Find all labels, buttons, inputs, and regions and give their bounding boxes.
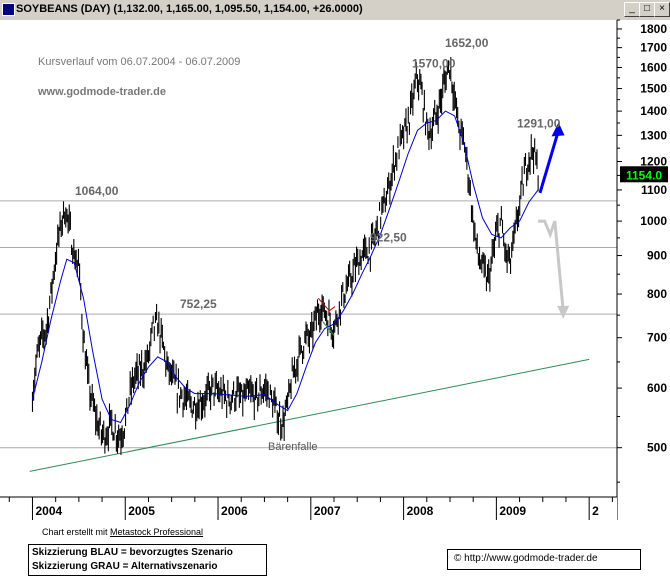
x-tick-label: 2 (592, 504, 599, 518)
y-tick-label: 700 (647, 331, 667, 345)
source-url[interactable]: © http://www.godmode-trader.de (454, 553, 598, 564)
red-trap-marker (317, 297, 336, 312)
y-tick-label: 900 (647, 249, 667, 263)
plot-background (0, 20, 617, 497)
y-tick-label: 1600 (640, 60, 667, 74)
window-title-ohlc: (1,132.00, 1,165.00, 1,095.50, 1,154.00,… (113, 3, 363, 15)
chart-plot[interactable]: 1064,00 752,25 922,50 1570,00 1652,00 1291,00… (0, 0, 670, 520)
chart-annotations: Kursverlauf vom 06.07.2004 - 06.07.2009 … (37, 56, 318, 453)
gray-scenario-arrowhead (557, 305, 570, 319)
source-url-box: © http://www.godmode-trader.de (447, 549, 641, 570)
blue-scenario-line (538, 129, 560, 194)
y-axis: 500 600 700 800 900 1000 1100 1200 1300 1400 1500 1… (616, 19, 670, 520)
horizontal-levels (0, 200, 617, 449)
y-tick-label: 1000 (640, 214, 667, 228)
annotation-period: Kursverlauf vom 06.07.2004 - 06.07.2009 (38, 56, 240, 68)
scenario-arrows (538, 122, 570, 319)
y-axis-background (617, 20, 670, 520)
price-labels: 1064,00 752,25 922,50 1570,00 1652,00 1291,00 (75, 36, 561, 311)
x-axis-background (0, 497, 617, 520)
moving-average-line (32, 110, 539, 424)
legend-blue: Skizzierung BLAU = bevorzugtes Szenario (32, 547, 233, 558)
x-tick-label: 2004 (35, 504, 62, 518)
green-trap-marker (322, 321, 335, 336)
y-tick-label: 1100 (641, 183, 667, 197)
x-tick-label: 2005 (128, 504, 155, 518)
scenario-legend: Skizzierung BLAU = bevorzugtes Szenario … (28, 544, 267, 576)
trendline (29, 358, 590, 472)
price-label: 922,50 (370, 230, 407, 244)
trendline-segment (29, 358, 590, 472)
y-tick-label: 1200 (640, 155, 667, 169)
y-tick-label: 500 (647, 441, 667, 455)
x-tick-label: 2009 (499, 504, 526, 518)
legend-gray: Skizzierung GRAU = Alternativszenario (32, 561, 218, 572)
x-tick-label: 2008 (407, 504, 434, 518)
x-tick-label: 2006 (221, 504, 248, 518)
y-tick-label: 1800 (640, 22, 667, 36)
title-bar: SOYBEANS (DAY) (1,132.00, 1,165.00, 1,09… (0, 0, 670, 21)
price-label: 1064,00 (75, 184, 119, 198)
x-tick-label: 2007 (314, 504, 341, 518)
moving-average (32, 110, 539, 424)
price-label: 1291,00 (517, 117, 561, 131)
y-tick-label: 1500 (640, 82, 667, 96)
credit-prefix: Chart erstellt mit (42, 527, 111, 537)
chart-credit: Chart erstellt mit Metastock Professiona… (42, 527, 203, 537)
y-tick-label: 1700 (640, 41, 667, 55)
annotation-baerenfalle: Bärenfalle (268, 441, 318, 453)
annotation-website: www.godmode-trader.de (37, 86, 166, 98)
gray-scenario-line (538, 219, 565, 311)
blue-scenario-arrowhead (551, 122, 565, 137)
x-axis: 2004 2005 2006 2007 2008 2009 2 (0, 496, 617, 520)
app-icon (2, 3, 15, 16)
y-tick-label: 1300 (640, 128, 667, 142)
price-label: 752,25 (180, 297, 217, 311)
last-price-box (620, 166, 668, 183)
price-label: 1652,00 (445, 36, 489, 50)
last-price-label: 1154.0 (626, 168, 662, 182)
window-title-symbol: SOYBEANS (DAY) (16, 3, 111, 15)
last-price-marker: 1154.0 (620, 166, 668, 183)
window-title: SOYBEANS (DAY) (1,132.00, 1,165.00, 1,09… (16, 3, 363, 15)
price-label: 1570,00 (412, 57, 456, 71)
y-tick-label: 800 (647, 287, 667, 301)
y-tick-label: 600 (647, 381, 667, 395)
metastock-link[interactable]: Metastock Professional (110, 527, 204, 537)
y-tick-label: 1400 (640, 104, 667, 118)
